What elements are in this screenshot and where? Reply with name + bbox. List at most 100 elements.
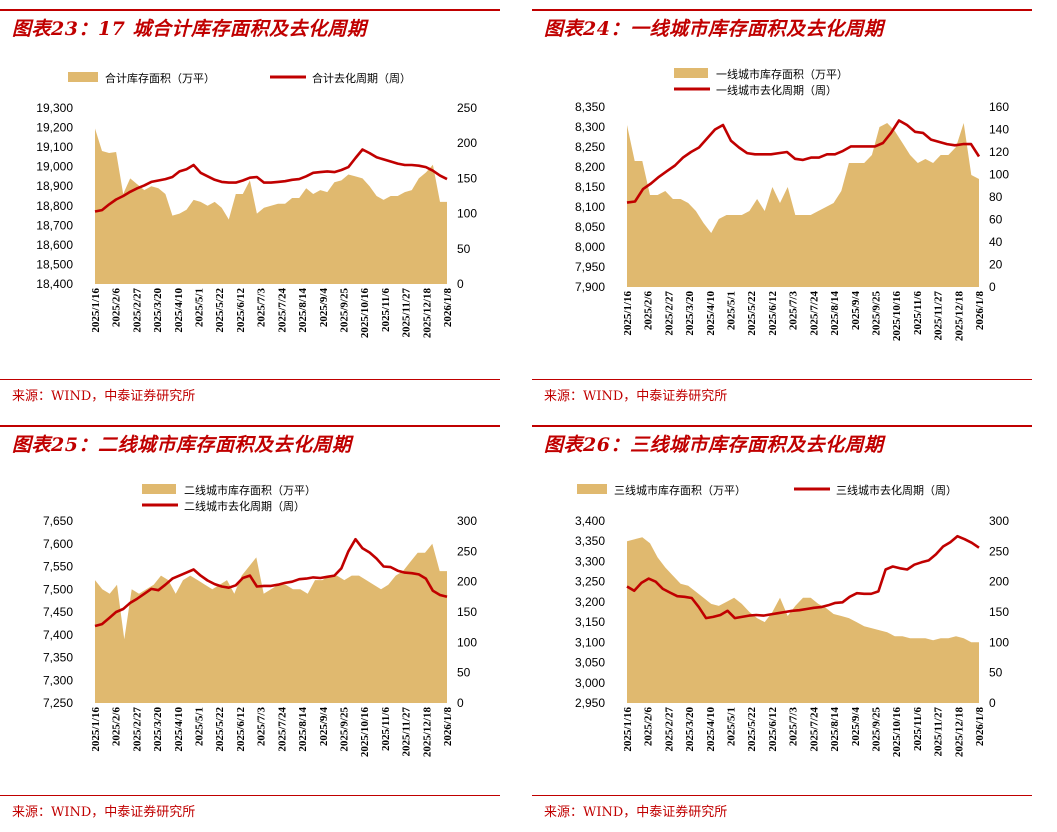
- chart-svg: 18,400 18,500 18,600 18,700 18,800 18,900 19,0…: [36, 71, 477, 338]
- source-note: 来源：WIND，中泰证券研究所: [12, 805, 196, 820]
- x-tick-label: 2025/11/27: [933, 291, 945, 341]
- y-left-tick-label: 8,300: [575, 120, 605, 134]
- chart-svg: 7,250 7,300 7,350 7,400 7,450 7,500 7,550 7,600…: [43, 483, 477, 758]
- y-right-tick-label: 200: [989, 575, 1009, 589]
- legend-area-label: 二线城市库存面积（万平）: [184, 483, 316, 497]
- y-left-tick-label: 7,350: [43, 651, 73, 665]
- y-right-tick-label: 0: [989, 696, 996, 710]
- y-left-tick-label: 7,500: [43, 582, 73, 596]
- x-tick-label: 2025/5/22: [214, 707, 226, 752]
- chart-panel-26: 图表26：三线城市库存面积及去化周期 2,950 3,000 3,050 3,100 3…: [532, 416, 1032, 832]
- y-left-tick-label: 8,000: [575, 240, 605, 254]
- y-left-tick-label: 7,950: [575, 260, 605, 274]
- y-left-tick-label: 8,350: [575, 100, 605, 114]
- chart-panel-25: 图表25：二线城市库存面积及去化周期 7,250 7,300 7,350 7,400 7…: [0, 416, 500, 832]
- y-right-tick-label: 0: [989, 280, 996, 294]
- legend-line-label: 三线城市去化周期（周）: [836, 483, 957, 497]
- chart-title: 图表25：二线城市库存面积及去化周期: [12, 434, 352, 456]
- x-tick-label: 2025/7/3: [256, 288, 268, 328]
- source-note: 来源：WIND，中泰证券研究所: [544, 805, 728, 820]
- x-tick-label: 2025/5/1: [194, 288, 206, 327]
- x-tick-label: 2025/12/18: [953, 707, 965, 758]
- x-tick-label: 2025/11/6: [380, 707, 392, 752]
- x-tick-label: 2025/10/16: [891, 291, 903, 342]
- x-tick-label: 2025/7/3: [788, 291, 800, 331]
- y-left-tick-label: 7,900: [575, 280, 605, 294]
- y-right-tick-label: 100: [457, 207, 477, 221]
- x-tick-label: 2025/9/4: [850, 707, 862, 747]
- legend-area-label: 合计库存面积（万平）: [105, 71, 215, 85]
- y-left-tick-label: 7,550: [43, 560, 73, 574]
- x-tick-label: 2025/4/10: [173, 707, 185, 752]
- chart-title: 图表23：17 城合计库存面积及去化周期: [12, 18, 367, 40]
- y-right-tick-label: 50: [457, 242, 471, 256]
- area-series: [95, 543, 447, 703]
- x-tick-label: 2025/2/6: [643, 291, 655, 331]
- y-left-tick-label: 7,250: [43, 696, 73, 710]
- legend-area-label: 三线城市库存面积（万平）: [614, 483, 746, 497]
- y-left-tick-label: 19,100: [36, 140, 73, 154]
- y-right-tick-label: 60: [989, 213, 1003, 227]
- y-left-tick-label: 3,250: [575, 575, 605, 589]
- legend-area-swatch: [142, 484, 176, 494]
- title-rule: [532, 425, 1032, 427]
- y-left-tick-label: 7,600: [43, 537, 73, 551]
- title-rule: [532, 9, 1032, 11]
- y-left-tick-label: 3,100: [575, 635, 605, 649]
- y-left-tick-label: 18,800: [36, 199, 73, 213]
- x-tick-label: 2025/1/16: [622, 291, 634, 336]
- source-note: 来源：WIND，中泰证券研究所: [12, 389, 196, 404]
- x-tick-label: 2025/9/25: [338, 288, 350, 333]
- x-tick-label: 2025/2/27: [663, 291, 675, 336]
- y-left-tick-label: 3,300: [575, 554, 605, 568]
- y-right-tick-label: 200: [457, 575, 477, 589]
- legend-area-swatch: [674, 68, 708, 78]
- x-tick-label: 2025/7/24: [808, 707, 820, 752]
- y-right-tick-label: 20: [989, 258, 1003, 272]
- y-left-tick-label: 19,000: [36, 160, 73, 174]
- chart-panel-23: 图表23：17 城合计库存面积及去化周期 18,400 18,500 18,600 1…: [0, 0, 500, 416]
- x-tick-label: 2025/7/24: [808, 291, 820, 336]
- title-rule: [0, 9, 500, 11]
- area-series: [95, 128, 447, 284]
- y-left-tick-label: 3,050: [575, 656, 605, 670]
- x-tick-label: 2025/7/24: [276, 707, 288, 752]
- x-tick-label: 2025/6/12: [767, 291, 779, 336]
- y-left-tick-label: 18,700: [36, 218, 73, 232]
- x-tick-label: 2025/3/20: [152, 288, 164, 333]
- line-series: [94, 537, 448, 628]
- y-left-tick-label: 8,100: [575, 200, 605, 214]
- legend-area-swatch: [68, 72, 98, 82]
- line-series: [94, 148, 448, 213]
- y-right-tick-label: 100: [989, 168, 1009, 182]
- y-left-tick-label: 18,600: [36, 238, 73, 252]
- y-right-tick-label: 140: [989, 123, 1009, 137]
- x-tick-label: 2025/5/22: [746, 707, 758, 752]
- x-tick-label: 2025/1/16: [90, 288, 102, 333]
- x-tick-label: 2025/8/14: [297, 707, 309, 752]
- y-left-tick-label: 7,450: [43, 605, 73, 619]
- x-tick-label: 2025/9/4: [318, 707, 330, 747]
- chart-svg: 2,950 3,000 3,050 3,100 3,150 3,200 3,250 3,300…: [575, 483, 1009, 758]
- area-series: [627, 123, 979, 287]
- y-left-tick-label: 8,150: [575, 180, 605, 194]
- y-right-tick-label: 40: [989, 235, 1003, 249]
- x-tick-label: 2025/12/18: [421, 707, 433, 758]
- y-right-tick-label: 120: [989, 145, 1009, 159]
- area-series: [627, 537, 979, 703]
- x-tick-label: 2025/2/6: [643, 707, 655, 747]
- x-tick-label: 2025/2/27: [663, 707, 675, 752]
- title-rule: [0, 425, 500, 427]
- y-right-tick-label: 200: [457, 136, 477, 150]
- x-tick-label: 2025/5/1: [194, 707, 206, 746]
- x-tick-label: 2025/11/6: [912, 291, 924, 336]
- line-series: [626, 119, 981, 204]
- x-tick-label: 2025/2/27: [131, 288, 143, 333]
- y-left-tick-label: 7,300: [43, 673, 73, 687]
- y-left-tick-label: 7,650: [43, 514, 73, 528]
- y-right-tick-label: 250: [457, 544, 477, 558]
- x-tick-label: 2025/11/27: [401, 288, 413, 338]
- chart-panel-24: 图表24：一线城市库存面积及去化周期 7,900 7,950 8,000 8,050 8…: [532, 0, 1032, 416]
- y-right-tick-label: 300: [457, 514, 477, 528]
- x-tick-label: 2025/11/6: [912, 707, 924, 752]
